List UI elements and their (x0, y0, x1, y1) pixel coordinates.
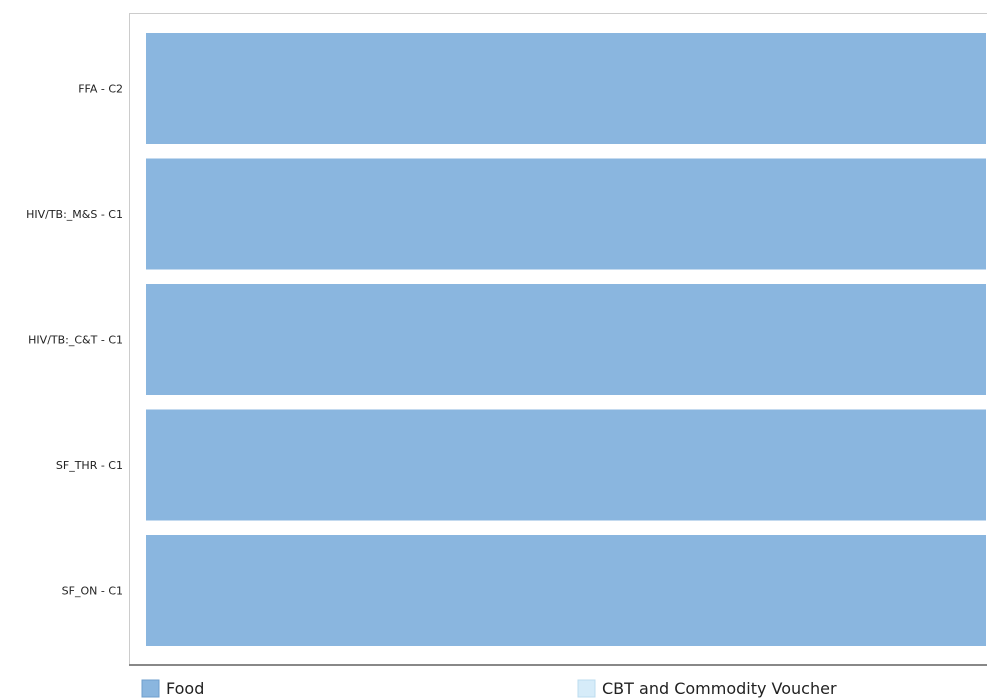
bar-0-series-0[interactable] (146, 33, 986, 144)
bar-4-series-0[interactable] (146, 535, 986, 646)
bar-1-series-0[interactable] (146, 158, 986, 270)
legend-swatch-0[interactable] (141, 679, 160, 698)
legend-label-0[interactable]: Food (166, 679, 204, 698)
plot-area (129, 13, 987, 666)
bar-3-series-0[interactable] (146, 409, 986, 521)
category-labels: FFA - C2 HIV/TB:_M&S - C1 HIV/TB:_C&T - C1… (26, 83, 123, 598)
category-label: SF_THR - C1 (56, 459, 123, 472)
bar-2-series-0[interactable] (146, 284, 986, 395)
category-label: HIV/TB:_M&S - C1 (26, 208, 123, 221)
category-label: HIV/TB:_C&T - C1 (28, 334, 123, 347)
category-label: FFA - C2 (78, 83, 123, 96)
legend-swatch-1[interactable] (577, 679, 596, 698)
category-label: SF_ON - C1 (62, 585, 123, 598)
legend-label-1[interactable]: CBT and Commodity Voucher (602, 679, 837, 698)
bars-layer (146, 33, 986, 646)
legend: Food CBT and Commodity Voucher (141, 679, 837, 698)
